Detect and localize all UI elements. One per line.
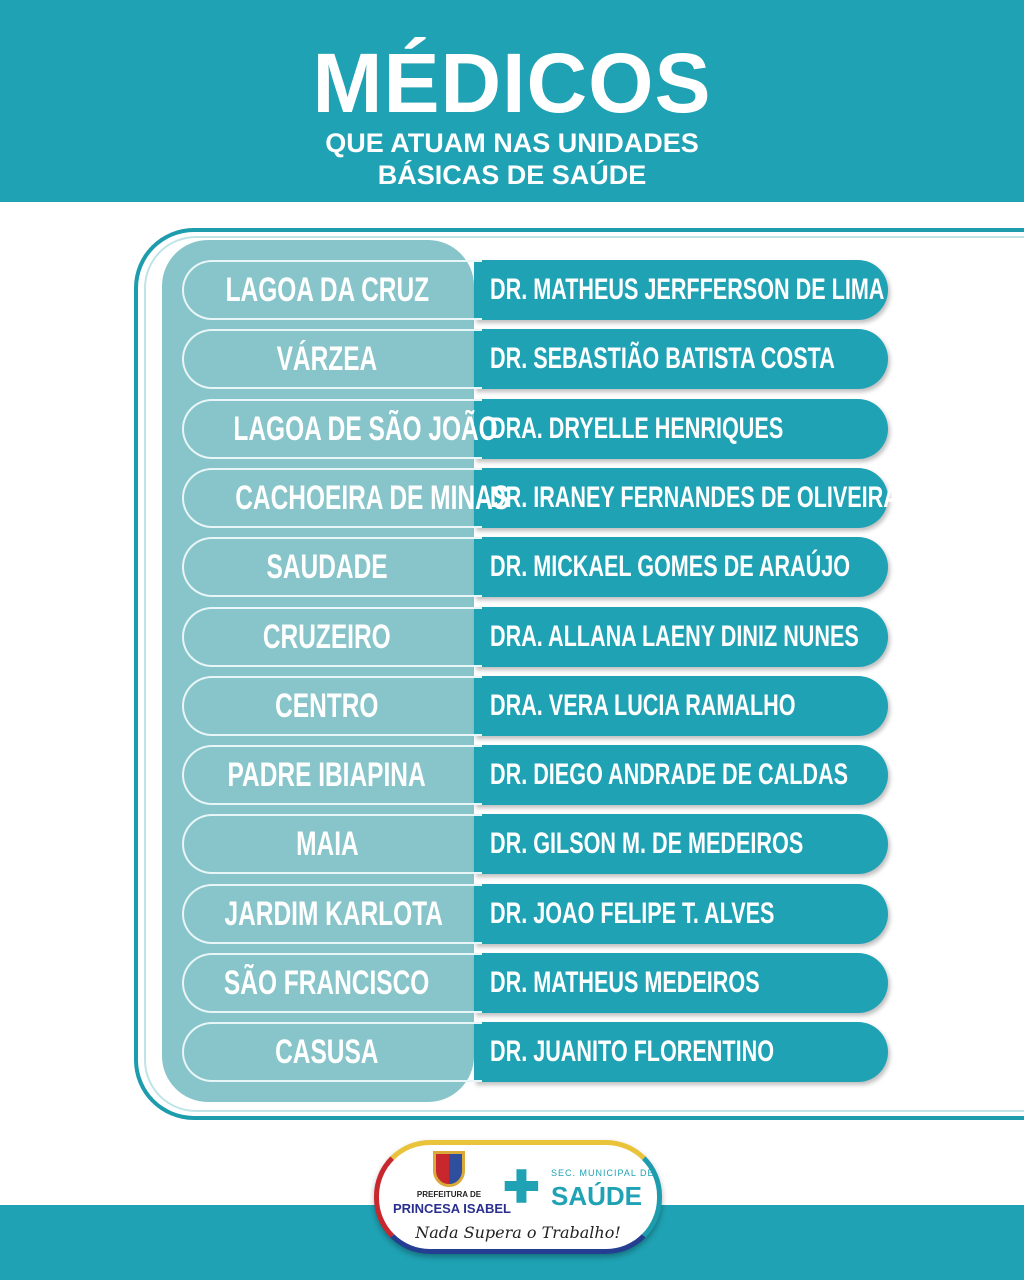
doctor-cell: DR. DIEGO ANDRADE DE CALDAS	[490, 745, 987, 805]
unit-name: CENTRO	[275, 686, 379, 725]
unit-name: PADRE IBIAPINA	[227, 756, 427, 795]
header-band	[0, 0, 1024, 202]
unit-cell: LAGOA DE SÃO JOÃO	[182, 399, 497, 459]
doctor-name: DR. MICKAEL GOMES DE ARAÚJO	[490, 550, 851, 584]
table-row: PADRE IBIAPINA DR. DIEGO ANDRADE DE CALD…	[182, 745, 888, 806]
doctor-cell-bg	[474, 814, 888, 875]
table-row: LAGOA DA CRUZ DR. MATHEUS JERFFERSON DE …	[182, 260, 888, 320]
unit-cell-outline	[182, 953, 482, 1013]
doctor-name: DR. JOAO FELIPE T. ALVES	[490, 896, 775, 930]
doctor-cell: DRA. VERA LUCIA RAMALHO	[490, 676, 914, 736]
table-frame-inner	[144, 236, 1024, 1112]
doctor-name: DR. MATHEUS JERFFERSON DE LIMA	[490, 273, 885, 306]
unit-name: MAIA	[295, 825, 359, 864]
doctor-name: DRA. DRYELLE HENRIQUES	[490, 411, 784, 445]
unit-cell-outline	[182, 537, 482, 598]
unit-cell-outline	[182, 329, 482, 390]
table-row: JARDIM KARLOTA DR. JOAO FELIPE T. ALVES	[182, 883, 888, 944]
unit-name: LAGOA DE SÃO JOÃO	[233, 409, 498, 448]
table-row: CRUZEIRO DRA. ALLANA LAENY DINIZ NUNES	[182, 606, 888, 667]
subtitle-line1: QUE ATUAM NAS UNIDADES	[325, 128, 699, 158]
health-cross-icon: ✚	[503, 1165, 540, 1211]
unit-cell: CACHOEIRA DE MINAS	[182, 468, 509, 528]
logo-city: PRINCESA ISABEL	[393, 1201, 511, 1216]
doctor-name: DR. MATHEUS MEDEIROS	[490, 966, 760, 999]
unit-cell: PADRE IBIAPINA	[182, 745, 472, 805]
doctor-cell: DR. MATHEUS MEDEIROS	[490, 953, 864, 1013]
doctor-cell: DR. MICKAEL GOMES DE ARAÚJO	[490, 537, 990, 597]
doctor-cell-bg	[474, 1022, 888, 1083]
doctor-name: DRA. VERA LUCIA RAMALHO	[490, 688, 796, 722]
municipal-logo: PREFEITURA DE PRINCESA ISABEL ✚ SEC. MUN…	[374, 1140, 662, 1254]
logo-prefeitura: PREFEITURA DE	[416, 1190, 482, 1199]
doctor-cell-bg	[474, 398, 888, 459]
table-row: VÁRZEA DR. SEBASTIÃO BATISTA COSTA	[182, 329, 888, 390]
unit-cell-outline	[182, 883, 482, 944]
unit-cell-outline	[182, 675, 482, 736]
table-row: LAGOA DE SÃO JOÃO DRA. DRYELLE HENRIQUES	[182, 398, 888, 459]
coat-of-arms-icon	[433, 1151, 465, 1187]
unit-name: JARDIM KARLOTA	[224, 894, 443, 933]
unit-name: LAGOA DA CRUZ	[225, 271, 429, 309]
doctor-cell-bg	[474, 675, 888, 736]
table-row: SÃO FRANCISCO DR. MATHEUS MEDEIROS	[182, 953, 888, 1013]
doctor-cell: DR. MATHEUS JERFFERSON DE LIMA	[490, 260, 1024, 320]
doctor-name: DR. IRANEY FERNANDES DE OLIVEIRA	[490, 480, 899, 514]
doctor-cell: DR. IRANEY FERNANDES DE OLIVEIRA	[490, 468, 1024, 528]
subtitle-line2: BÁSICAS DE SAÚDE	[377, 160, 647, 190]
table-row: CENTRO DRA. VERA LUCIA RAMALHO	[182, 675, 888, 736]
unit-cell-outline	[182, 814, 482, 875]
unit-cell-outline	[182, 260, 482, 320]
page-title: MÉDICOS	[312, 36, 712, 130]
table-frame	[134, 228, 1024, 1120]
doctor-cell: DR. JOAO FELIPE T. ALVES	[490, 884, 885, 944]
unit-cell: SÃO FRANCISCO	[182, 953, 472, 1013]
doctor-cell: DRA. ALLANA LAENY DINIZ NUNES	[490, 607, 1002, 667]
doctor-cell: DR. SEBASTIÃO BATISTA COSTA	[490, 329, 969, 389]
table-row: CASUSA DR. JUANITO FLORENTINO	[182, 1022, 888, 1083]
unit-name: SAUDADE	[266, 548, 388, 587]
unit-cell: SAUDADE	[182, 537, 472, 597]
logo-sec: SEC. MUNICIPAL DE	[551, 1168, 655, 1178]
doctor-cell: DR. GILSON M. DE MEDEIROS	[490, 814, 925, 874]
unit-cell: JARDIM KARLOTA	[182, 884, 472, 944]
unit-name: SÃO FRANCISCO	[224, 964, 430, 1002]
unit-cell: CENTRO	[182, 676, 472, 736]
doctor-name: DR. GILSON M. DE MEDEIROS	[490, 827, 804, 861]
unit-cell: VÁRZEA	[182, 329, 472, 389]
table-row: MAIA DR. GILSON M. DE MEDEIROS	[182, 814, 888, 875]
table-row: CACHOEIRA DE MINAS DR. IRANEY FERNANDES …	[182, 467, 899, 528]
unit-cell: CASUSA	[182, 1022, 472, 1082]
unit-name: CRUZEIRO	[263, 617, 391, 656]
doctor-cell-bg	[474, 745, 888, 806]
units-panel	[162, 240, 474, 1102]
doctor-name: DR. DIEGO ANDRADE DE CALDAS	[490, 758, 849, 792]
doctor-cell-bg	[474, 329, 888, 390]
unit-cell-outline	[182, 398, 482, 459]
doctor-name: DR. JUANITO FLORENTINO	[490, 1035, 775, 1069]
doctor-cell-bg	[474, 883, 888, 944]
doctor-cell: DRA. DRYELLE HENRIQUES	[490, 399, 897, 459]
doctor-cell-bg	[474, 537, 888, 598]
doctor-cell-bg	[474, 467, 888, 528]
unit-cell-outline	[182, 606, 482, 667]
logo-saude: SAÚDE	[551, 1181, 643, 1211]
doctor-name: DR. SEBASTIÃO BATISTA COSTA	[490, 342, 835, 376]
doctor-cell-bg	[474, 606, 888, 667]
unit-cell-outline	[182, 745, 482, 806]
unit-name: CACHOEIRA DE MINAS	[235, 478, 510, 517]
doctor-cell: DR. JUANITO FLORENTINO	[490, 1022, 884, 1082]
doctor-cell-bg	[474, 953, 888, 1013]
unit-cell: MAIA	[182, 814, 472, 874]
doctor-name: DRA. ALLANA LAENY DINIZ NUNES	[490, 619, 859, 653]
unit-cell: CRUZEIRO	[182, 607, 472, 667]
unit-name: CASUSA	[275, 1033, 379, 1072]
table-row: SAUDADE DR. MICKAEL GOMES DE ARAÚJO	[182, 537, 888, 598]
unit-cell-outline	[182, 467, 482, 528]
unit-name: VÁRZEA	[276, 340, 378, 379]
unit-cell: LAGOA DA CRUZ	[182, 260, 472, 320]
unit-cell-outline	[182, 1022, 482, 1083]
doctor-cell-bg	[474, 260, 888, 320]
slogan: Nada Supera o Trabalho!	[415, 1223, 621, 1242]
